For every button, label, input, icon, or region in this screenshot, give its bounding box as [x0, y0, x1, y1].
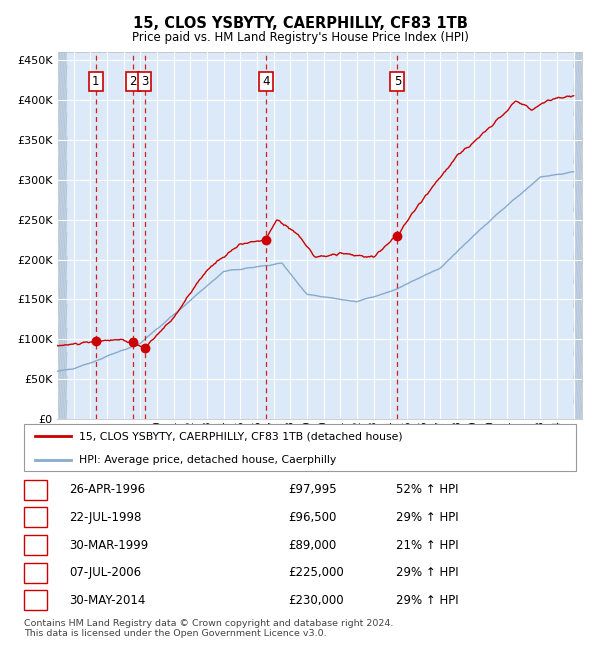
Text: 07-JUL-2006: 07-JUL-2006 — [69, 566, 141, 579]
Text: £97,995: £97,995 — [288, 483, 337, 496]
Point — [140, 343, 149, 354]
Text: 52% ↑ HPI: 52% ↑ HPI — [396, 483, 458, 496]
Text: 2: 2 — [129, 75, 137, 88]
Text: £230,000: £230,000 — [288, 594, 344, 607]
Point — [261, 235, 271, 245]
Text: HPI: Average price, detached house, Caerphilly: HPI: Average price, detached house, Caer… — [79, 454, 337, 465]
Text: 29% ↑ HPI: 29% ↑ HPI — [396, 594, 458, 607]
Text: 1: 1 — [32, 483, 39, 496]
Text: 2: 2 — [32, 511, 39, 524]
Text: Contains HM Land Registry data © Crown copyright and database right 2024.
This d: Contains HM Land Registry data © Crown c… — [24, 619, 394, 638]
Text: 21% ↑ HPI: 21% ↑ HPI — [396, 538, 458, 551]
Text: 4: 4 — [262, 75, 269, 88]
Text: 30-MAY-2014: 30-MAY-2014 — [69, 594, 145, 607]
Text: 15, CLOS YSBYTY, CAERPHILLY, CF83 1TB: 15, CLOS YSBYTY, CAERPHILLY, CF83 1TB — [133, 16, 467, 31]
Text: 30-MAR-1999: 30-MAR-1999 — [69, 538, 148, 551]
Text: 1: 1 — [92, 75, 100, 88]
Text: 3: 3 — [32, 538, 39, 551]
Bar — [574, 52, 584, 419]
Text: 5: 5 — [394, 75, 401, 88]
Point — [392, 231, 402, 241]
Point — [91, 336, 100, 346]
Text: 3: 3 — [141, 75, 148, 88]
Text: 22-JUL-1998: 22-JUL-1998 — [69, 511, 142, 524]
Point — [128, 337, 137, 347]
Bar — [57, 52, 67, 419]
Text: £89,000: £89,000 — [288, 538, 336, 551]
Text: Price paid vs. HM Land Registry's House Price Index (HPI): Price paid vs. HM Land Registry's House … — [131, 31, 469, 44]
Text: £96,500: £96,500 — [288, 511, 337, 524]
Text: 15, CLOS YSBYTY, CAERPHILLY, CF83 1TB (detached house): 15, CLOS YSBYTY, CAERPHILLY, CF83 1TB (d… — [79, 431, 403, 441]
Text: 26-APR-1996: 26-APR-1996 — [69, 483, 145, 496]
Text: 29% ↑ HPI: 29% ↑ HPI — [396, 511, 458, 524]
Text: 4: 4 — [32, 566, 39, 579]
Text: £225,000: £225,000 — [288, 566, 344, 579]
Text: 5: 5 — [32, 594, 39, 607]
Text: 29% ↑ HPI: 29% ↑ HPI — [396, 566, 458, 579]
